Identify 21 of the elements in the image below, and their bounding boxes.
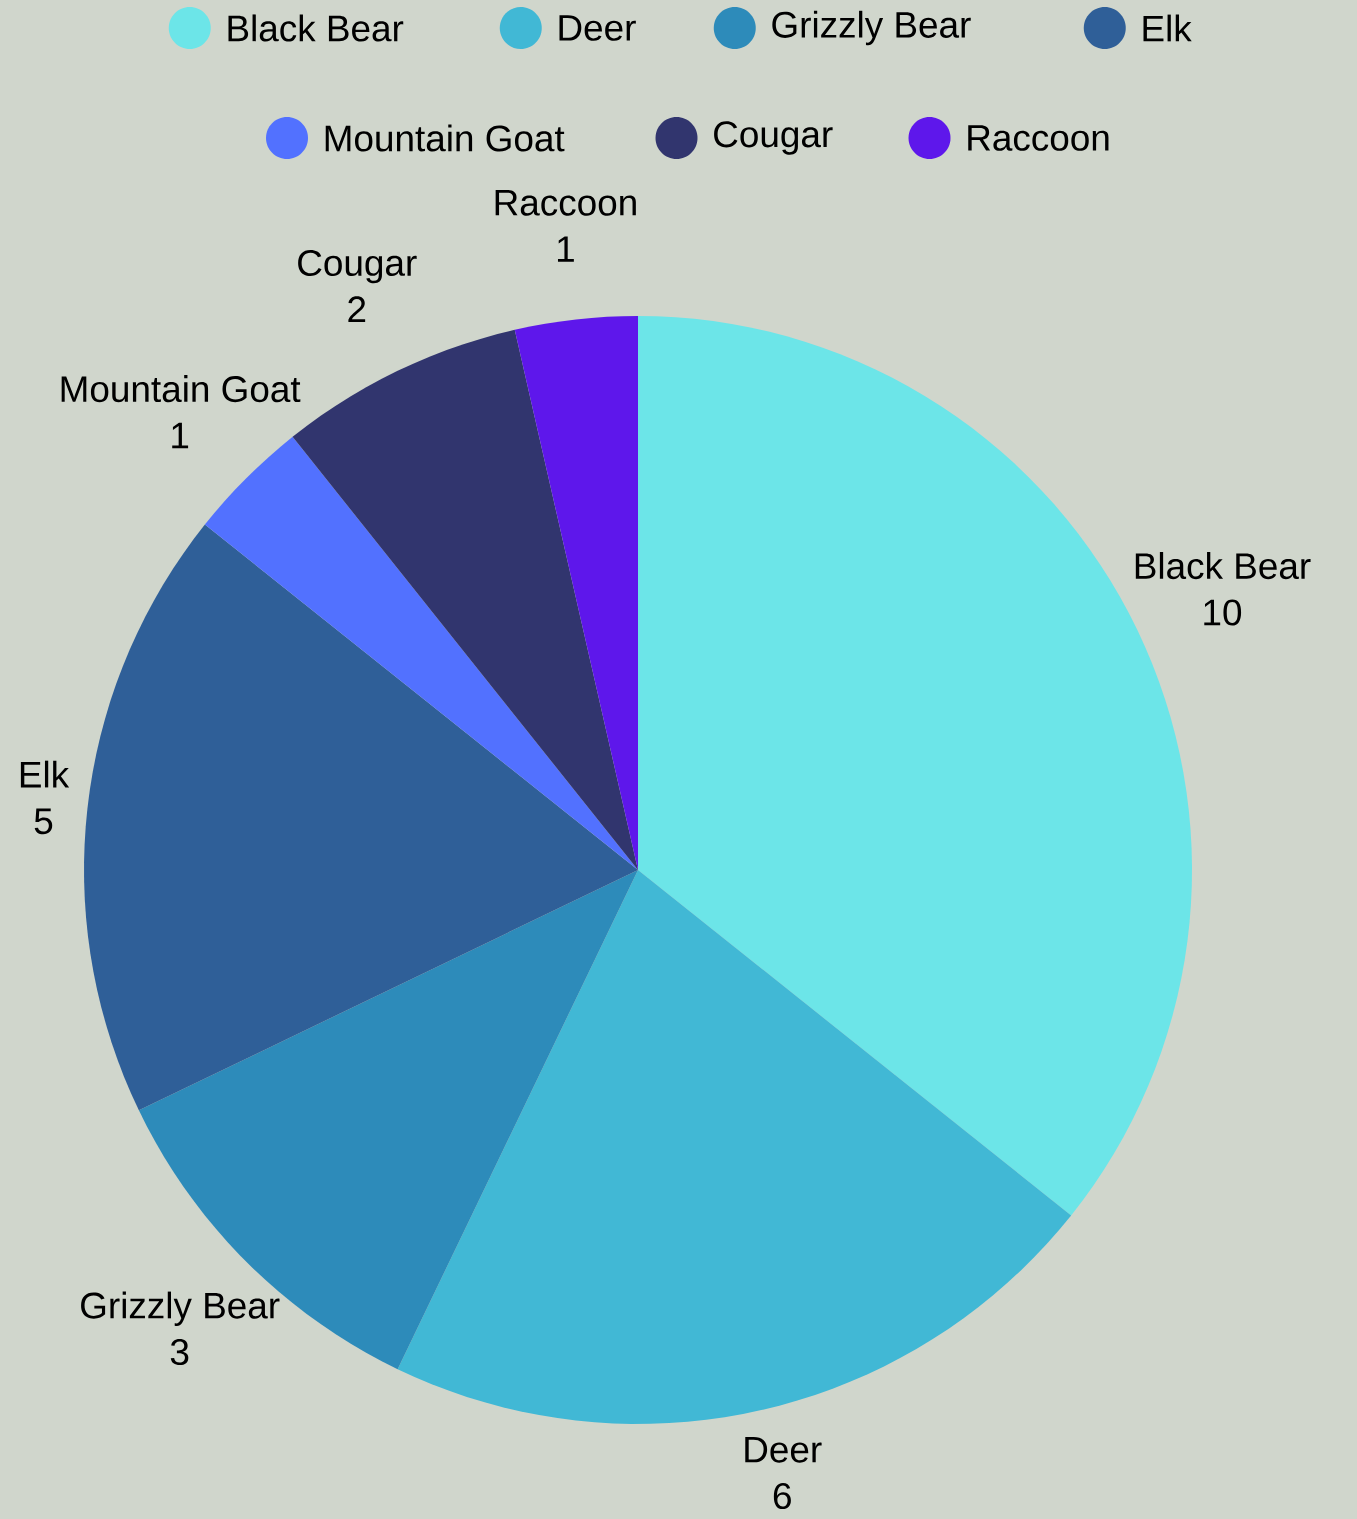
slice-label: Raccoon: [495, 190, 636, 216]
data-label: 10: [1204, 599, 1242, 626]
slice-label: Elk: [20, 760, 70, 788]
slice-label: Grizzly Bear: [81, 1291, 280, 1326]
legend-label: Grizzly Bear: [772, 10, 971, 46]
legend-label: Raccoon: [968, 125, 1109, 151]
slice-label: Deer: [745, 1436, 822, 1463]
data-label: 1: [557, 236, 574, 262]
data-label: 6: [773, 1482, 791, 1510]
legend-label: Black Bear: [228, 14, 404, 42]
data-label: 5: [34, 808, 53, 835]
data-label: 1: [172, 422, 189, 449]
slice-label: Cougar: [298, 249, 417, 284]
data-label: 3: [170, 1338, 189, 1366]
legend-label: Mountain Goat: [325, 124, 565, 152]
slice-label: Mountain Goat: [61, 375, 301, 403]
slice-label: Black Bear: [1135, 552, 1311, 580]
legend-label: Elk: [1143, 14, 1192, 42]
legend-label: Cougar: [714, 121, 833, 155]
data-label: 2: [348, 296, 366, 323]
legend-label: Deer: [559, 15, 636, 41]
